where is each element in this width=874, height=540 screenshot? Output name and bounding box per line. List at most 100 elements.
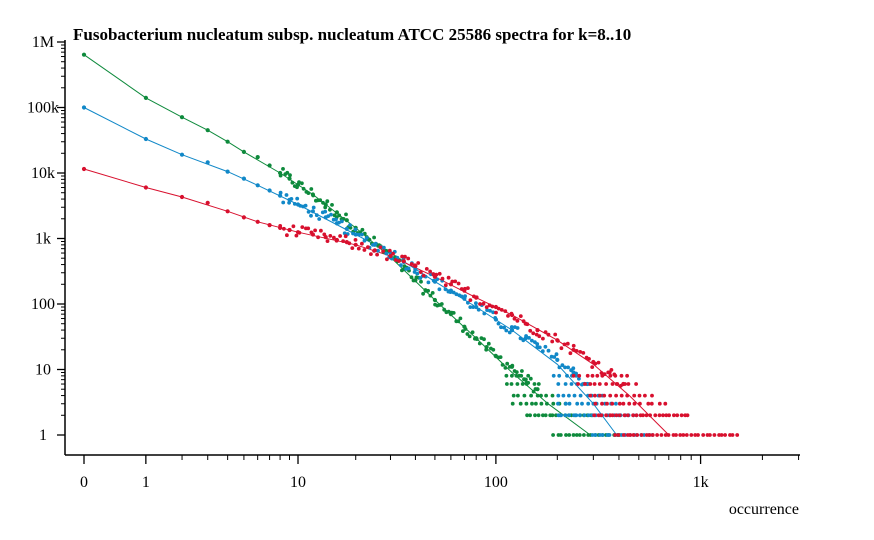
y-tick-label: 10 — [35, 362, 51, 379]
series-0-point — [509, 382, 514, 386]
series-0-point — [522, 393, 527, 398]
series-2-point — [494, 310, 498, 315]
series-1-point — [554, 352, 559, 357]
series-0-point — [318, 198, 323, 203]
series-1-point — [471, 305, 476, 309]
series-2-point — [614, 393, 618, 398]
series-1-point — [556, 393, 561, 398]
series-2-point — [285, 233, 289, 238]
series-0-point — [281, 167, 285, 171]
series-2-point — [541, 336, 545, 341]
series-2-point — [360, 241, 364, 246]
series-1-point — [340, 219, 344, 224]
series-1-point — [598, 433, 602, 437]
series-1-point — [586, 413, 591, 418]
series-1-point — [323, 209, 328, 214]
series-0-point — [551, 401, 556, 406]
series-2-point — [578, 350, 583, 354]
series-1-point — [559, 413, 563, 418]
series-1-point — [255, 183, 260, 188]
series-1-point — [552, 355, 557, 359]
series-2-point — [459, 287, 464, 291]
series-2-point — [403, 254, 407, 259]
series-1-point — [474, 304, 479, 310]
series-0-point — [550, 393, 555, 398]
series-2-point — [602, 393, 607, 398]
series-0-point — [493, 353, 498, 358]
y-tick-label: 10k — [31, 165, 55, 182]
series-2-point — [205, 200, 210, 205]
series-2-point — [617, 413, 622, 418]
series-1-point — [499, 325, 503, 330]
series-2-point — [525, 322, 530, 327]
series-1-point — [278, 193, 283, 198]
series-1-point — [295, 196, 300, 201]
series-1-point — [557, 365, 562, 370]
series-1-point — [556, 382, 561, 386]
series-1-point — [582, 413, 587, 418]
series-2-point — [397, 259, 401, 263]
series-2-point — [450, 279, 455, 284]
series-2-point — [674, 433, 678, 437]
series-2-point — [625, 393, 630, 398]
series-0-point — [179, 115, 185, 120]
series-0-point — [539, 393, 543, 398]
series-1-point — [382, 245, 386, 250]
series-2-point — [387, 248, 392, 253]
series-1-point — [406, 266, 411, 271]
series-2-point — [693, 433, 698, 437]
series-2-point — [528, 328, 533, 333]
series-2-point — [590, 365, 595, 369]
series-2-point — [597, 382, 602, 386]
series-2-point — [474, 295, 479, 300]
series-2-point — [456, 281, 461, 286]
series-1-point — [289, 197, 294, 201]
series-0-point — [297, 180, 301, 185]
series-1-point — [491, 310, 495, 315]
series-1-point — [143, 136, 148, 142]
series-2-point — [583, 382, 587, 386]
series-0-point — [323, 205, 328, 210]
series-1-point — [326, 214, 331, 219]
series-1-point — [474, 301, 478, 306]
series-2-point — [416, 261, 421, 265]
series-0-point — [520, 382, 525, 386]
series-1-point — [504, 328, 509, 333]
series-1-point — [81, 105, 87, 110]
series-1-point — [574, 413, 579, 418]
series-1-point — [287, 200, 291, 205]
series-2-point — [428, 269, 432, 274]
series-2-point — [723, 433, 727, 437]
series-2-point — [643, 393, 647, 398]
series-2-point — [328, 234, 333, 238]
series-2-point — [443, 283, 448, 288]
series-0-point — [533, 387, 538, 391]
series-0-point — [544, 393, 548, 398]
series-0-point — [535, 393, 540, 398]
series-2-point — [381, 249, 385, 254]
series-1-point — [586, 401, 591, 406]
series-0-point — [482, 337, 486, 342]
series-2-point — [241, 215, 246, 220]
series-2-point — [610, 382, 615, 386]
series-1-point — [614, 401, 618, 406]
series-2-point — [685, 413, 690, 418]
series-2-point — [609, 368, 614, 372]
series-1-point — [556, 401, 560, 406]
series-0-point — [409, 275, 414, 280]
series-2-point — [593, 361, 598, 366]
series-0-point — [474, 337, 479, 341]
series-0-point — [225, 139, 230, 144]
series-2-point — [550, 339, 555, 344]
x-axis: 0 1 10 100 1k — [65, 454, 800, 491]
series-2-point — [600, 373, 605, 378]
series-0-point — [505, 361, 510, 366]
series-0-point — [530, 401, 534, 406]
series-1-point — [563, 382, 568, 386]
series-2-point — [618, 383, 623, 388]
series-0-point — [285, 170, 290, 175]
series-2-point — [606, 370, 611, 375]
series-0-point — [516, 393, 520, 398]
series-2-point — [440, 276, 445, 281]
series-2-point — [623, 382, 627, 386]
